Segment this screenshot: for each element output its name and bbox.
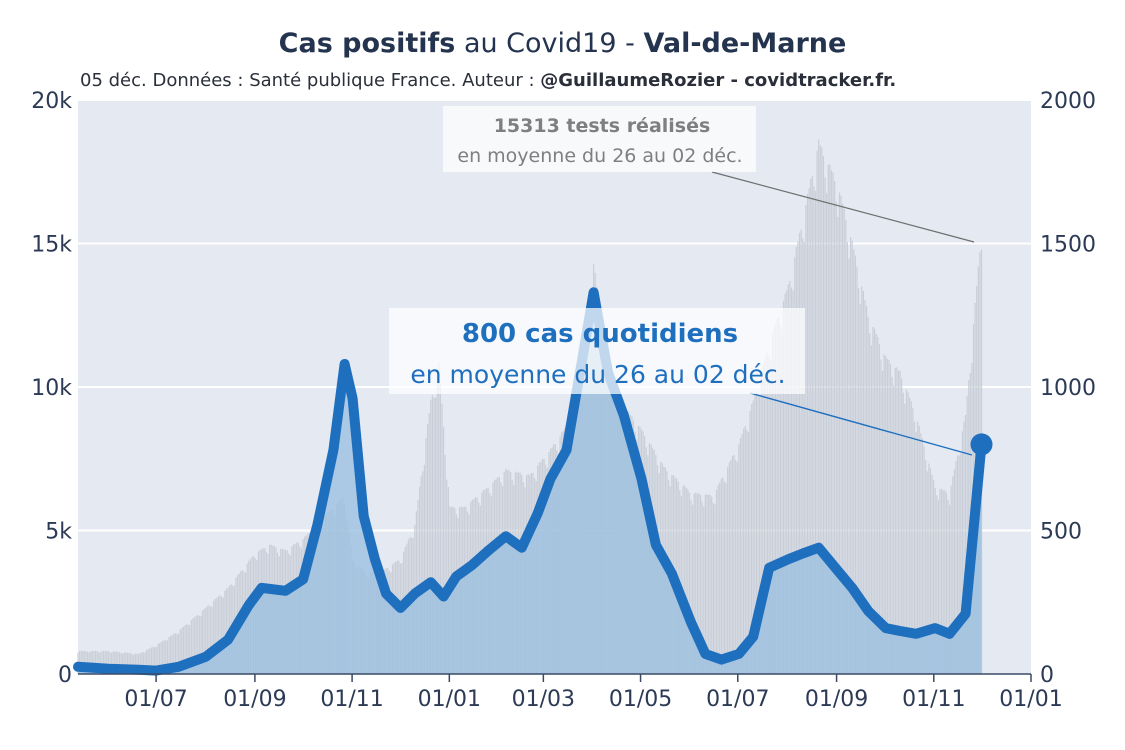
x-axis: 01/07 01/09 01/11 01/01 01/03 01/05 01/07 01/09… [124,674,1063,712]
x-tick-label: 01/03 [512,687,575,712]
x-tick-label: 01/11 [902,687,965,712]
grid-lines [78,99,1031,532]
right-y-tick-label: 0 [1040,663,1054,688]
right-y-tick-label: 500 [1040,520,1082,545]
left-y-axis: 0 5k 10k 15k 20k [31,89,72,688]
cases-latest-point [970,433,993,456]
cases-annotation-title: 800 cas quotidiens [462,319,738,349]
chart-title: Cas positifs au Covid19 - Val-de-Marne [278,28,847,59]
left-y-tick-label: 0 [58,663,72,688]
x-tick-label: 01/11 [320,687,383,712]
left-y-tick-label: 20k [31,89,72,114]
right-y-tick-label: 1500 [1040,233,1096,258]
right-y-axis: 0 500 1000 1500 2000 [1040,89,1096,688]
x-tick-label: 01/01 [999,687,1062,712]
chart-subtitle: 05 déc. Données : Santé publique France.… [80,70,897,91]
x-tick-label: 01/07 [706,687,769,712]
x-tick-label: 01/01 [418,687,481,712]
x-tick-label: 01/05 [609,687,672,712]
right-y-tick-label: 1000 [1040,376,1096,401]
tests-annotation-title: 15313 tests réalisés [494,115,711,137]
cases-annotation-leader [749,392,973,456]
x-tick-label: 01/07 [124,687,187,712]
left-y-tick-label: 15k [31,233,72,258]
tests-annotation-leader [711,171,975,243]
cases-annotation-box [389,308,805,394]
x-tick-label: 01/09 [223,687,286,712]
tests-annotation-box [443,106,756,172]
left-y-tick-label: 10k [31,376,72,401]
right-y-tick-label: 2000 [1040,89,1096,114]
left-y-tick-label: 5k [45,520,72,545]
cases-annotation-subtitle: en moyenne du 26 au 02 déc. [410,360,785,389]
x-tick-label: 01/09 [805,687,868,712]
cases-series-line [73,287,987,676]
tests-annotation-subtitle: en moyenne du 26 au 02 déc. [457,145,742,167]
